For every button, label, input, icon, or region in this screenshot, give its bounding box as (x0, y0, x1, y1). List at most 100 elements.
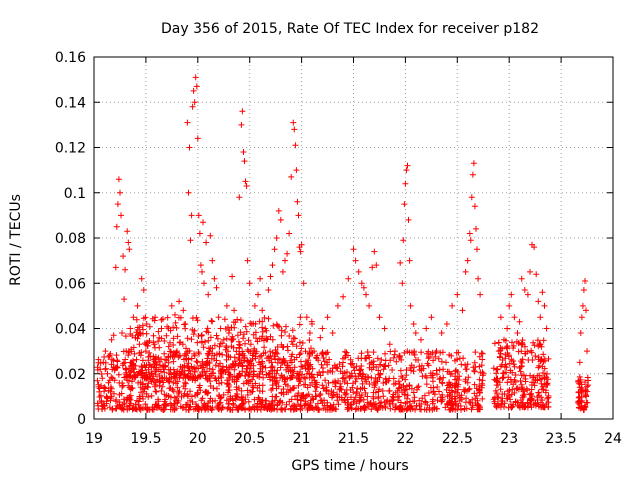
data-point (424, 360, 431, 367)
data-point (263, 397, 270, 404)
data-point (334, 391, 340, 398)
data-point (254, 372, 261, 379)
data-point (392, 404, 399, 411)
data-point (220, 336, 227, 343)
data-point (454, 291, 461, 298)
data-point (261, 314, 268, 321)
data-point (180, 375, 187, 382)
data-point (471, 368, 478, 375)
data-point (257, 361, 264, 368)
data-point (535, 364, 542, 371)
data-point (182, 321, 189, 327)
data-point (319, 400, 326, 407)
data-point (448, 387, 455, 394)
data-point (402, 386, 409, 393)
data-point (319, 382, 326, 389)
data-point (368, 406, 375, 413)
data-point (399, 375, 406, 381)
data-point (155, 338, 162, 345)
data-point (124, 228, 131, 235)
data-point (491, 340, 498, 347)
data-point (541, 355, 548, 362)
data-point (354, 385, 361, 392)
data-point (478, 350, 485, 357)
data-point (418, 336, 424, 343)
data-point (191, 369, 198, 375)
data-point (143, 362, 150, 369)
data-point (182, 401, 189, 408)
data-point (390, 354, 397, 361)
data-point (107, 397, 114, 404)
data-point (336, 394, 343, 401)
data-point (209, 404, 216, 411)
data-point (323, 386, 330, 393)
data-point (472, 364, 479, 370)
data-point (538, 394, 545, 401)
data-point (241, 354, 248, 361)
data-point (350, 246, 357, 253)
data-point (396, 352, 403, 359)
data-point (152, 379, 159, 386)
data-point (305, 391, 312, 398)
data-point (119, 401, 126, 408)
data-point (288, 173, 295, 180)
x-tick-label: 21 (293, 431, 311, 447)
data-point (151, 341, 158, 348)
data-point (452, 388, 459, 395)
data-point (146, 349, 153, 356)
data-point (159, 406, 166, 413)
data-point (540, 337, 547, 344)
x-tick-label: 21.5 (338, 431, 369, 447)
data-point (426, 405, 433, 411)
data-point (469, 171, 476, 178)
data-point (541, 302, 548, 309)
data-point (212, 362, 219, 369)
data-point (194, 359, 201, 366)
data-point (176, 389, 182, 396)
data-point (244, 392, 251, 398)
data-point (99, 375, 106, 382)
data-point (236, 371, 243, 378)
data-point (501, 403, 507, 410)
data-point (291, 335, 298, 342)
data-point (272, 375, 279, 382)
data-point (278, 332, 285, 339)
data-point (250, 368, 257, 375)
data-point (345, 275, 352, 282)
data-point (132, 334, 139, 341)
data-point (371, 401, 378, 408)
data-point (283, 323, 289, 330)
data-point (326, 356, 333, 363)
data-point (221, 316, 228, 323)
data-point (146, 323, 153, 330)
data-point (412, 330, 419, 336)
data-point (284, 382, 291, 389)
data-point (255, 291, 261, 298)
data-point (252, 380, 259, 387)
data-point (327, 403, 334, 410)
data-point (122, 266, 129, 273)
data-point (431, 391, 438, 398)
data-point (366, 354, 373, 361)
data-point (180, 383, 187, 390)
data-point (210, 385, 217, 392)
data-point (203, 239, 210, 246)
data-point (173, 380, 179, 387)
data-point (288, 353, 295, 360)
data-point (225, 330, 232, 336)
data-point (179, 364, 186, 371)
data-point (223, 352, 230, 359)
data-point (454, 375, 461, 382)
data-point (194, 317, 201, 324)
data-point (408, 362, 415, 369)
data-point (429, 374, 436, 381)
data-point (269, 262, 276, 269)
data-point (341, 396, 348, 403)
data-point (199, 268, 205, 275)
data-point (156, 382, 163, 389)
data-point (397, 399, 404, 406)
data-point (371, 248, 378, 255)
data-point (334, 302, 341, 309)
data-points (94, 74, 592, 413)
data-point (297, 378, 304, 385)
